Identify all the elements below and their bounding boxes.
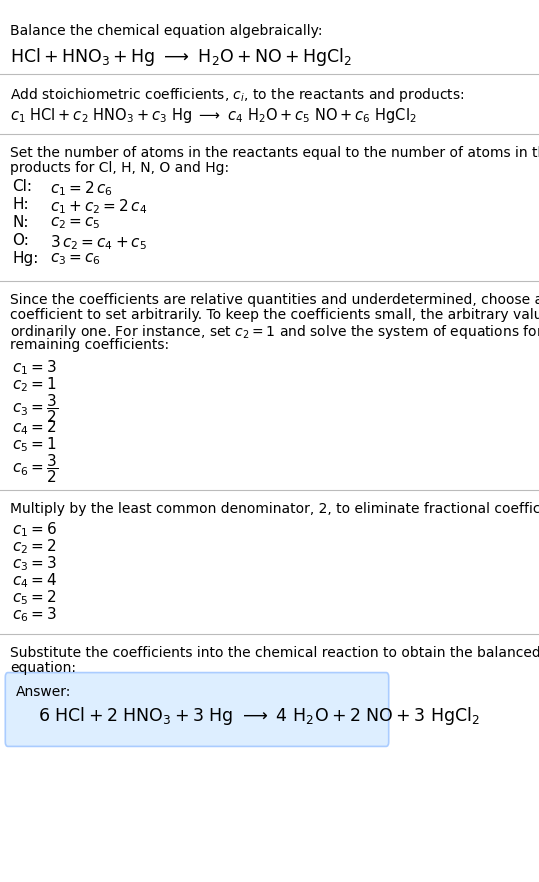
Text: Cl:: Cl: <box>12 179 32 194</box>
Text: $c_4 = 4$: $c_4 = 4$ <box>12 571 57 590</box>
Text: equation:: equation: <box>10 661 76 675</box>
Text: products for Cl, H, N, O and Hg:: products for Cl, H, N, O and Hg: <box>10 161 229 175</box>
Text: Add stoichiometric coefficients, $c_i$, to the reactants and products:: Add stoichiometric coefficients, $c_i$, … <box>10 86 465 104</box>
Text: $c_3 = 3$: $c_3 = 3$ <box>12 554 57 572</box>
Text: $c_1\ \mathsf{HCl} + c_2\ \mathsf{HNO_3} + c_3\ \mathsf{Hg}\ \longrightarrow\ c_: $c_1\ \mathsf{HCl} + c_2\ \mathsf{HNO_3}… <box>10 106 417 125</box>
Text: $c_1 = 6$: $c_1 = 6$ <box>12 520 57 539</box>
Text: O:: O: <box>12 233 29 248</box>
Text: remaining coefficients:: remaining coefficients: <box>10 338 169 352</box>
Text: Balance the chemical equation algebraically:: Balance the chemical equation algebraica… <box>10 24 322 38</box>
Text: $c_1 = 3$: $c_1 = 3$ <box>12 358 57 377</box>
FancyBboxPatch shape <box>5 673 389 746</box>
Text: ordinarily one. For instance, set $c_2 = 1$ and solve the system of equations fo: ordinarily one. For instance, set $c_2 =… <box>10 323 539 341</box>
Text: Since the coefficients are relative quantities and underdetermined, choose a: Since the coefficients are relative quan… <box>10 293 539 307</box>
Text: Substitute the coefficients into the chemical reaction to obtain the balanced: Substitute the coefficients into the che… <box>10 646 539 660</box>
Text: Multiply by the least common denominator, 2, to eliminate fractional coefficient: Multiply by the least common denominator… <box>10 502 539 516</box>
Text: $\mathsf{HCl + HNO_3 + Hg\ \longrightarrow\ H_2O + NO + HgCl_2}$: $\mathsf{HCl + HNO_3 + Hg\ \longrightarr… <box>10 46 352 68</box>
Text: N:: N: <box>12 215 29 230</box>
Text: $c_6 = 3$: $c_6 = 3$ <box>12 605 57 624</box>
Text: $3\,c_2 = c_4 + c_5$: $3\,c_2 = c_4 + c_5$ <box>50 233 147 251</box>
Text: $c_4 = 2$: $c_4 = 2$ <box>12 418 57 437</box>
Text: H:: H: <box>12 197 29 212</box>
Text: $c_3 = c_6$: $c_3 = c_6$ <box>50 251 101 266</box>
Text: Hg:: Hg: <box>12 251 38 266</box>
Text: $c_3 = \dfrac{3}{2}$: $c_3 = \dfrac{3}{2}$ <box>12 392 58 425</box>
Text: $c_6 = \dfrac{3}{2}$: $c_6 = \dfrac{3}{2}$ <box>12 452 58 485</box>
Text: $c_2 = 2$: $c_2 = 2$ <box>12 537 57 556</box>
Text: $c_1 = 2\,c_6$: $c_1 = 2\,c_6$ <box>50 179 113 198</box>
Text: $c_2 = c_5$: $c_2 = c_5$ <box>50 215 100 231</box>
Text: Answer:: Answer: <box>16 685 71 699</box>
Text: $6\ \mathsf{HCl} + 2\ \mathsf{HNO_3} + 3\ \mathsf{Hg}\ \longrightarrow\ 4\ \math: $6\ \mathsf{HCl} + 2\ \mathsf{HNO_3} + 3… <box>38 705 480 727</box>
Text: coefficient to set arbitrarily. To keep the coefficients small, the arbitrary va: coefficient to set arbitrarily. To keep … <box>10 308 539 322</box>
Text: $c_1 + c_2 = 2\,c_4$: $c_1 + c_2 = 2\,c_4$ <box>50 197 147 216</box>
Text: Set the number of atoms in the reactants equal to the number of atoms in the: Set the number of atoms in the reactants… <box>10 146 539 160</box>
Text: $c_2 = 1$: $c_2 = 1$ <box>12 375 57 393</box>
Text: $c_5 = 1$: $c_5 = 1$ <box>12 435 57 453</box>
Text: $c_5 = 2$: $c_5 = 2$ <box>12 588 57 607</box>
